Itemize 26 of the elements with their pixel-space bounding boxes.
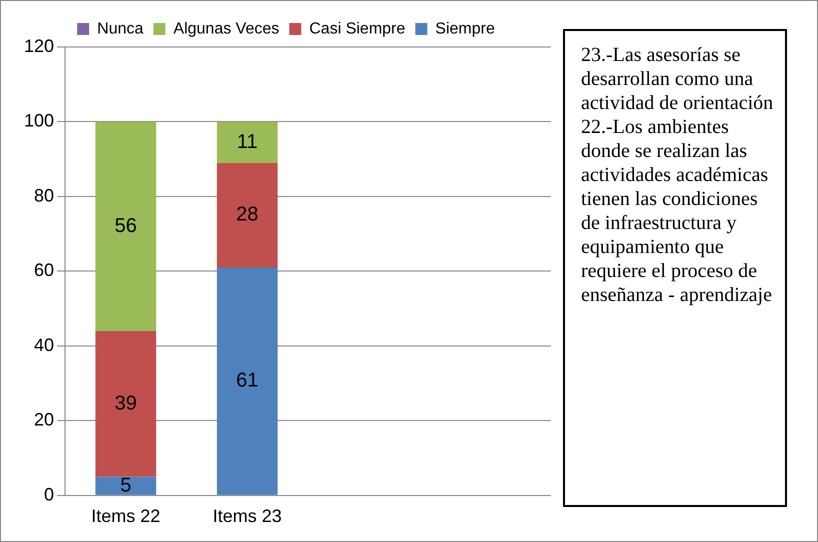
y-tick-label: 40 [34,334,54,355]
y-tick-label: 20 [34,410,54,430]
y-tick-label: 60 [34,260,54,280]
y-tick-label: 120 [24,36,54,56]
data-label: 28 [236,204,258,226]
legend-label: Siempre [435,20,495,38]
y-tick-label: 80 [34,185,54,206]
legend-label: Casi Siempre [309,20,406,38]
data-label: 5 [120,474,132,496]
y-tick-label: 100 [24,110,54,131]
bar [95,330,156,477]
text: 23.-Las asesorías se desarrollan como una actividad de orientación 22.-Los ambientes donde se realizan las actividades académicas tienen las condiciones de infraestructura y equipamiento que requiere el proceso de enseñanza - aprendizaje [581,44,774,306]
bar [216,122,278,163]
data-label: 11 [236,130,258,153]
bar [216,162,278,268]
x-tick-label: Items 22 [91,506,160,526]
bar [216,267,278,495]
bar [95,476,156,495]
data-label: 56 [114,214,137,237]
bar [95,122,156,331]
legend-label: Nunca [97,20,144,38]
legend-label: Algunas Veces [173,20,280,38]
y-tick-label: 0 [44,484,54,504]
x-tick-label: Items 23 [212,506,282,526]
data-label: 39 [114,392,137,414]
data-label: 61 [236,370,258,392]
